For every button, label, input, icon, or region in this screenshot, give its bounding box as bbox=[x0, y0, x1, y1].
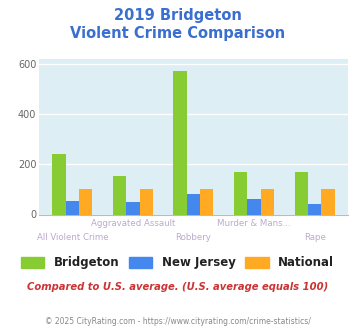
Text: All Violent Crime: All Violent Crime bbox=[37, 233, 108, 242]
Text: Aggravated Assault: Aggravated Assault bbox=[91, 219, 175, 228]
Bar bbox=[126, 203, 140, 214]
Bar bbox=[247, 199, 261, 214]
Text: © 2025 CityRating.com - https://www.cityrating.com/crime-statistics/: © 2025 CityRating.com - https://www.city… bbox=[45, 317, 310, 326]
Bar bbox=[174, 71, 187, 214]
Bar bbox=[261, 189, 274, 214]
Text: Violent Crime Comparison: Violent Crime Comparison bbox=[70, 26, 285, 41]
Text: Compared to U.S. average. (U.S. average equals 100): Compared to U.S. average. (U.S. average … bbox=[27, 282, 328, 292]
Text: 2019 Bridgeton: 2019 Bridgeton bbox=[114, 8, 241, 23]
Bar bbox=[234, 173, 247, 214]
Bar bbox=[187, 194, 200, 214]
Text: Robbery: Robbery bbox=[175, 233, 212, 242]
Text: Rape: Rape bbox=[304, 233, 326, 242]
Bar bbox=[53, 154, 66, 214]
Bar bbox=[140, 189, 153, 214]
Text: Murder & Mans...: Murder & Mans... bbox=[217, 219, 291, 228]
Legend: Bridgeton, New Jersey, National: Bridgeton, New Jersey, National bbox=[16, 252, 339, 274]
Bar bbox=[321, 189, 334, 214]
Bar bbox=[200, 189, 213, 214]
Bar bbox=[295, 173, 308, 214]
Bar bbox=[308, 205, 321, 214]
Bar bbox=[79, 189, 92, 214]
Bar bbox=[66, 201, 79, 214]
Bar bbox=[113, 177, 126, 214]
